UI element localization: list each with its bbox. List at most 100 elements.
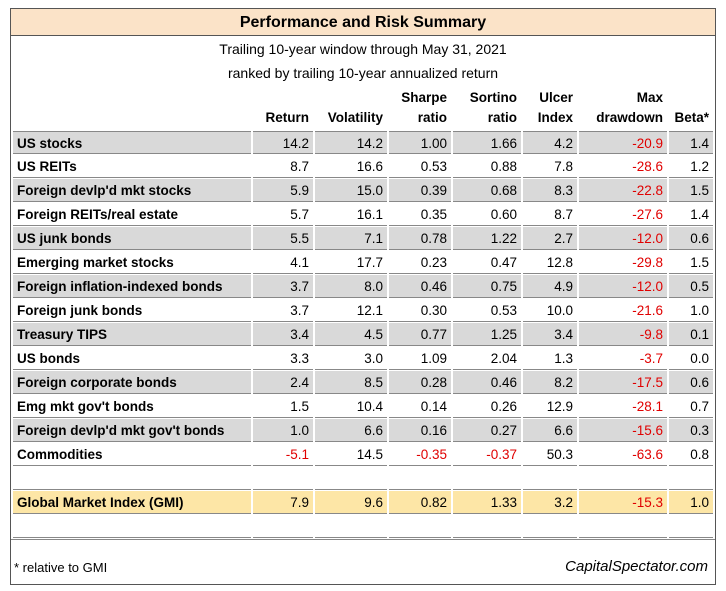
cell-value: 0.53 [453, 299, 521, 322]
cell-value: 7.1 [315, 227, 387, 250]
cell-value: -28.6 [579, 155, 667, 178]
blank-cell [579, 515, 667, 538]
blank-cell [453, 515, 521, 538]
row-label: Foreign devlp'd mkt gov't bonds [13, 419, 251, 442]
cell-value: 0.6 [669, 227, 713, 250]
cell-value: 1.09 [389, 347, 451, 370]
cell-value: 0.7 [669, 395, 713, 418]
row-label: Emerging market stocks [13, 251, 251, 274]
cell-value: 0.46 [453, 371, 521, 394]
cell-value: -9.8 [579, 323, 667, 346]
cell-value: 8.5 [315, 371, 387, 394]
cell-value: 8.7 [253, 155, 313, 178]
cell-value: 8.0 [315, 275, 387, 298]
blank-cell [253, 515, 313, 538]
cell-value: 1.4 [669, 203, 713, 226]
cell-value: 9.6 [315, 491, 387, 514]
blank-cell [253, 467, 313, 490]
blank-cell [523, 467, 577, 490]
column-header: Return [265, 110, 310, 125]
cell-value: 3.2 [523, 491, 577, 514]
subtitle: Trailing 10-year window through May 31, … [219, 41, 507, 57]
cell-value: 2.4 [253, 371, 313, 394]
cell-value: 0.46 [389, 275, 451, 298]
row-label: Foreign junk bonds [13, 299, 251, 322]
column-header: Beta* [674, 110, 709, 125]
rule [11, 539, 715, 540]
cell-value: 1.0 [669, 491, 713, 514]
cell-value: 14.2 [315, 131, 387, 154]
cell-value: 3.3 [253, 347, 313, 370]
cell-value: -12.0 [579, 275, 667, 298]
cell-value: -20.9 [579, 131, 667, 154]
cell-value: 0.0 [669, 347, 713, 370]
column-header: Max [636, 90, 663, 105]
cell-value: 0.1 [669, 323, 713, 346]
cell-value: 1.66 [453, 131, 521, 154]
cell-value: 12.8 [523, 251, 577, 274]
cell-value: 0.77 [389, 323, 451, 346]
cell-value: 2.04 [453, 347, 521, 370]
row-label: Global Market Index (GMI) [13, 491, 251, 514]
cell-value: 0.5 [669, 275, 713, 298]
cell-value: 17.7 [315, 251, 387, 274]
cell-value: 7.9 [253, 491, 313, 514]
cell-value: 0.47 [453, 251, 521, 274]
row-label: Commodities [13, 443, 251, 466]
cell-value: 0.6 [669, 371, 713, 394]
cell-value: 0.68 [453, 179, 521, 202]
cell-value: 0.3 [669, 419, 713, 442]
cell-value: 0.35 [389, 203, 451, 226]
column-header: ratio [487, 110, 517, 125]
cell-value: 0.28 [389, 371, 451, 394]
cell-value: 0.26 [453, 395, 521, 418]
cell-value: 8.3 [523, 179, 577, 202]
row-label: Foreign corporate bonds [13, 371, 251, 394]
cell-value: 1.2 [669, 155, 713, 178]
cell-value: 0.27 [453, 419, 521, 442]
row-label: US REITs [13, 155, 251, 178]
footnote: * relative to GMI [14, 560, 108, 575]
cell-value: 4.9 [523, 275, 577, 298]
blank-cell [669, 467, 713, 490]
column-header: ratio [417, 110, 447, 125]
cell-value: 3.4 [253, 323, 313, 346]
cell-value: 15.0 [315, 179, 387, 202]
cell-value: 1.0 [253, 419, 313, 442]
column-header: Sharpe [401, 90, 447, 105]
row-label: Treasury TIPS [13, 323, 251, 346]
cell-value: 1.00 [389, 131, 451, 154]
cell-value: -15.6 [579, 419, 667, 442]
blank-cell [13, 515, 251, 538]
blank-cell [315, 467, 387, 490]
cell-value: 50.3 [523, 443, 577, 466]
blank-cell [13, 467, 251, 490]
cell-value: 10.0 [523, 299, 577, 322]
cell-value: 2.7 [523, 227, 577, 250]
cell-value: 4.2 [523, 131, 577, 154]
cell-value: 6.6 [315, 419, 387, 442]
cell-value: 1.4 [669, 131, 713, 154]
source: CapitalSpectator.com [565, 558, 708, 575]
cell-value: 1.5 [669, 179, 713, 202]
blank-cell [669, 515, 713, 538]
column-header: Sortino [469, 90, 517, 105]
cell-value: -12.0 [579, 227, 667, 250]
cell-value: -22.8 [579, 179, 667, 202]
cell-value: 0.75 [453, 275, 521, 298]
row-label: Foreign devlp'd mkt stocks [13, 179, 251, 202]
blank-cell [389, 467, 451, 490]
cell-value: 0.78 [389, 227, 451, 250]
cell-value: 0.30 [389, 299, 451, 322]
cell-value: 4.5 [315, 323, 387, 346]
subtitle: ranked by trailing 10-year annualized re… [227, 65, 499, 81]
row-label: US stocks [13, 131, 251, 154]
cell-value: 0.88 [453, 155, 521, 178]
cell-value: 1.33 [453, 491, 521, 514]
cell-value: -29.8 [579, 251, 667, 274]
cell-value: 5.5 [253, 227, 313, 250]
cell-value: 3.7 [253, 299, 313, 322]
blank-cell [579, 467, 667, 490]
cell-value: 3.7 [253, 275, 313, 298]
